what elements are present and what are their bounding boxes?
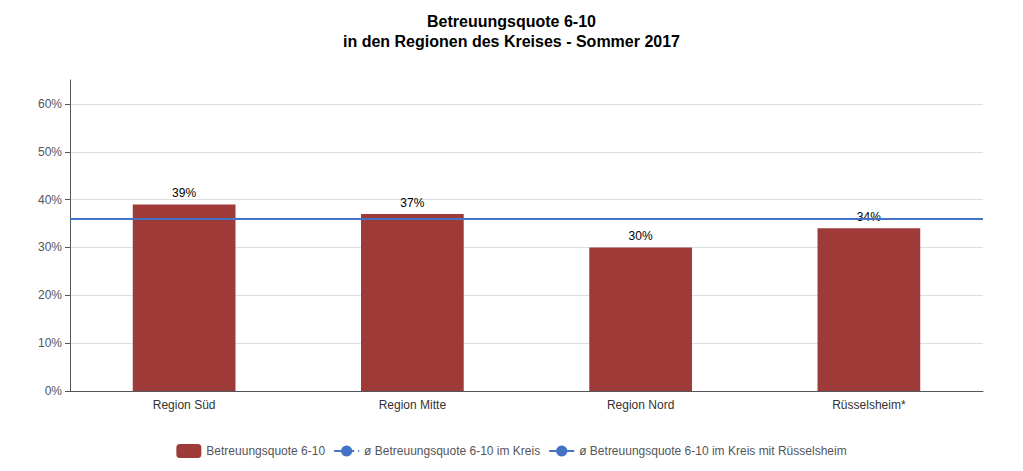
svg-text:20%: 20% [38, 288, 62, 302]
svg-text:Betreuungsquote 6-10: Betreuungsquote 6-10 [206, 444, 325, 458]
svg-text:Region Süd: Region Süd [153, 398, 216, 412]
svg-text:Region Nord: Region Nord [607, 398, 674, 412]
svg-text:in den Regionen des Kreises -: in den Regionen des Kreises - Sommer 201… [343, 33, 680, 50]
svg-text:37%: 37% [400, 196, 424, 210]
svg-text:50%: 50% [38, 145, 62, 159]
svg-text:60%: 60% [38, 97, 62, 111]
svg-text:34%: 34% [857, 210, 881, 224]
svg-text:Betreuungsquote 6-10: Betreuungsquote 6-10 [427, 13, 596, 30]
svg-text:40%: 40% [38, 193, 62, 207]
svg-text:Rüsselsheim*: Rüsselsheim* [832, 398, 906, 412]
svg-text:ø Betreuungsquote 6-10 im Krei: ø Betreuungsquote 6-10 im Kreis [364, 444, 540, 458]
svg-text:Region Mitte: Region Mitte [379, 398, 447, 412]
svg-text:30%: 30% [629, 229, 653, 243]
svg-text:30%: 30% [38, 240, 62, 254]
svg-text:39%: 39% [172, 186, 196, 200]
svg-text:10%: 10% [38, 336, 62, 350]
svg-text:0%: 0% [45, 384, 63, 398]
svg-text:ø Betreuungsquote 6-10 im Krei: ø Betreuungsquote 6-10 im Kreis mit Rüss… [579, 444, 846, 458]
